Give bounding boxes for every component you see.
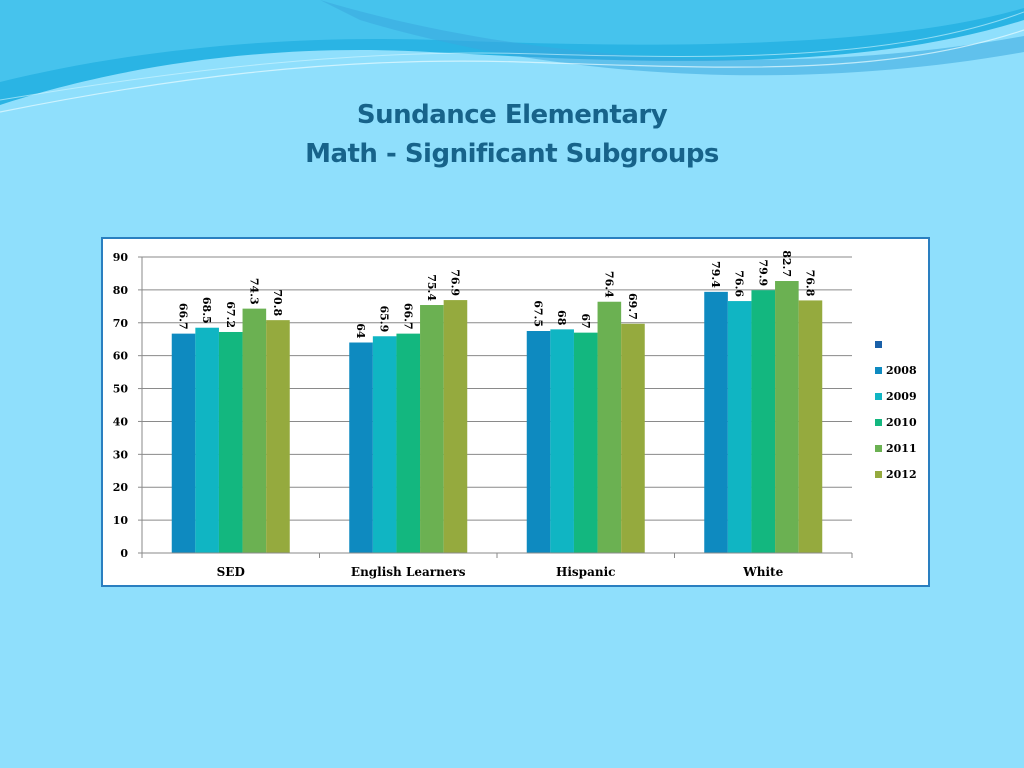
x-category-label: Hispanic [556,565,615,579]
legend-marker [875,393,882,400]
legend-label: 2012 [886,468,917,481]
legend-marker [875,471,882,478]
data-label: 82.7 [780,250,793,277]
legend-label: 2008 [886,364,917,377]
data-label: 74.3 [247,278,260,305]
bar [621,323,645,553]
bar [798,300,823,553]
data-label: 76.4 [602,271,615,298]
legend-marker [875,367,882,374]
bar [727,301,752,553]
y-tick-label: 20 [113,481,129,494]
data-label: 79.9 [756,259,769,286]
y-tick-label: 10 [113,514,129,527]
bar [242,308,267,553]
bar [218,331,243,553]
data-label: 70.8 [271,289,284,316]
x-category-label: English Learners [351,565,466,579]
data-label: 79.4 [709,261,722,288]
y-tick-label: 60 [113,350,129,363]
bar [266,320,290,553]
legend-label: 2010 [886,416,917,429]
chart-container: 0 10 20 30 40 50 60 70 80 90 66.7 68.5 67.2 74.3 70.8 S… [101,237,930,587]
bar [372,336,397,553]
data-label: 66.7 [401,303,414,330]
data-label: 76.6 [733,270,746,297]
y-tick-label: 30 [113,448,129,461]
bar [420,305,444,553]
y-tick-label: 90 [113,251,129,264]
bar [751,290,776,553]
data-label: 67.2 [224,301,237,328]
data-label: 69.7 [626,293,639,320]
bar [597,301,622,553]
x-category-label: White [742,565,783,579]
bar [396,333,421,553]
legend-label: 2009 [886,390,917,403]
legend-marker-blank [875,341,882,348]
data-label: 64 [354,323,367,339]
slide-title-line1: Sundance Elementary [356,100,668,130]
y-tick-label: 0 [120,547,128,560]
bar [775,281,799,553]
y-tick-label: 70 [113,317,129,330]
header-wave-decoration [0,0,1024,113]
data-label: 68 [555,310,568,326]
legend-marker [875,445,882,452]
bar [526,331,551,553]
bar [171,333,196,553]
data-label: 67 [579,313,592,328]
bar [195,327,219,553]
y-tick-label: 80 [113,284,129,297]
legend-label: 2011 [886,442,917,455]
data-label: 76.8 [803,270,816,297]
data-label: 76.9 [448,269,461,296]
bar [349,342,373,553]
slide-title-line2: Math - Significant Subgroups [305,139,719,169]
data-label: 75.4 [425,274,438,301]
legend-marker [875,419,882,426]
y-tick-label: 50 [113,383,129,396]
bar [573,332,598,553]
bar [443,300,468,553]
x-category-label: SED [217,565,245,579]
bar [550,329,574,553]
data-label: 68.5 [200,297,213,324]
data-label: 66.7 [177,303,190,330]
data-label: 65.9 [378,305,391,332]
bar-chart: 0 10 20 30 40 50 60 70 80 90 66.7 68.5 67.2 74.3 70.8 S… [113,250,917,579]
y-tick-label: 40 [113,415,129,428]
bar [704,291,728,553]
data-label: 67.5 [532,300,545,327]
